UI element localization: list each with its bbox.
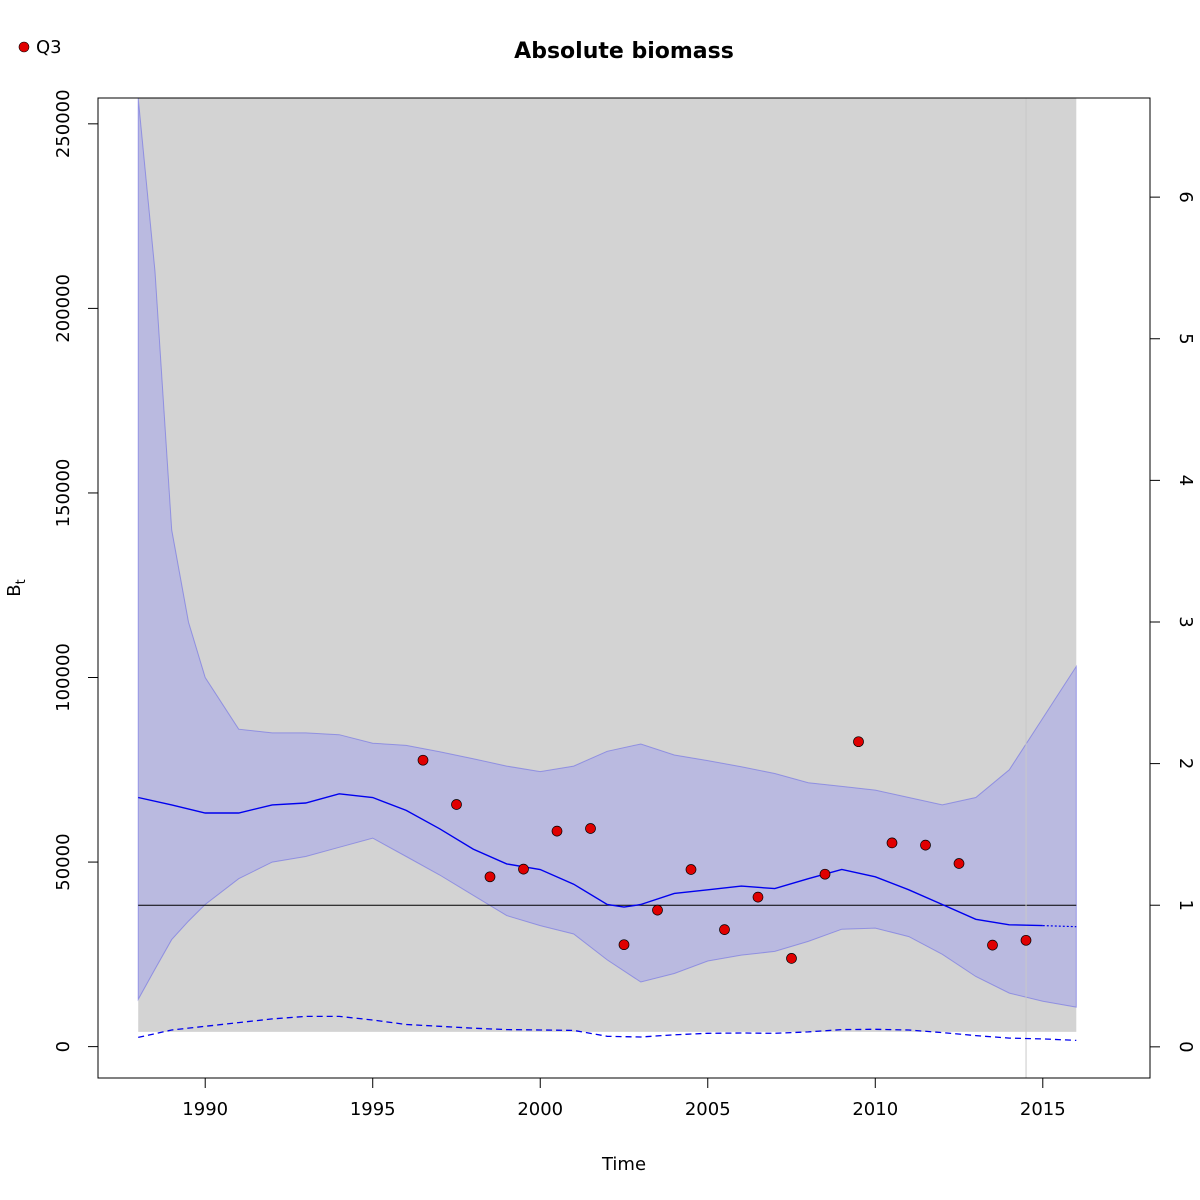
- y-axis-title: Bt: [4, 579, 29, 596]
- x-axis-tick-label: 1995: [350, 1099, 396, 1120]
- y2-axis-tick-label: 6: [1175, 191, 1196, 202]
- data-point: [451, 799, 462, 810]
- y-axis-tick-label: 50000: [53, 833, 74, 890]
- legend: Q3: [18, 37, 62, 58]
- data-point: [987, 939, 998, 951]
- data-point: [819, 868, 831, 880]
- confidence-band-layer: [137, 97, 1077, 1008]
- data-point: [652, 904, 663, 916]
- y2-axis-tick-label: 3: [1175, 616, 1196, 627]
- plot-frame: [97, 97, 1151, 1079]
- biomass-projection-line: [1042, 925, 1077, 928]
- dashed-series-line: [138, 1015, 1077, 1042]
- axes-layer: 1990 1995 2000 2005 2010 20150500001000001500…: [53, 89, 1196, 1120]
- series-lines-layer: [138, 98, 1077, 1078]
- data-point: [786, 953, 797, 964]
- data-point: [953, 858, 965, 869]
- data-point: [886, 837, 898, 849]
- y2-axis-tick-label: 5: [1175, 333, 1196, 344]
- data-point: [618, 939, 630, 951]
- y2-axis-tick-label: 2: [1175, 758, 1196, 769]
- y-axis-tick-label: 0: [53, 1041, 74, 1052]
- x-axis-tick-label: 2005: [685, 1099, 731, 1120]
- gray-region-layer: [138, 98, 1077, 1032]
- data-point: [551, 825, 563, 837]
- observation-points-layer: [417, 736, 1032, 964]
- biomass-estimate-line: [138, 793, 1043, 927]
- x-axis-tick-label: 2015: [1020, 1099, 1066, 1120]
- data-point: [1020, 934, 1032, 946]
- x-axis-title: Time: [601, 1154, 646, 1175]
- y-axis-tick-label: 200000: [53, 274, 74, 343]
- x-axis-tick-label: 2010: [852, 1099, 898, 1120]
- y-axis-tick-label: 100000: [53, 643, 74, 712]
- data-point: [417, 754, 429, 766]
- y-axis-title-subscript: t: [14, 579, 29, 584]
- data-point: [752, 891, 764, 903]
- chart-title: Absolute biomass: [514, 39, 734, 64]
- data-point: [585, 823, 596, 834]
- y-axis-tick-label: 250000: [53, 89, 74, 158]
- data-point: [920, 839, 931, 851]
- x-axis-tick-label: 2000: [517, 1099, 563, 1120]
- legend-label-q3: Q3: [36, 37, 62, 58]
- x-axis-tick-label: 1990: [182, 1099, 228, 1120]
- data-point: [518, 863, 529, 875]
- y-axis-title-main: B: [4, 584, 25, 596]
- data-point: [685, 864, 697, 875]
- y2-axis-tick-label: 1: [1175, 899, 1196, 910]
- data-point: [719, 924, 730, 935]
- y2-axis-tick-label: 0: [1175, 1041, 1196, 1052]
- data-point: [853, 736, 864, 748]
- confidence-band: [137, 97, 1077, 1008]
- legend-marker-q3: [18, 41, 30, 53]
- data-point: [484, 871, 496, 883]
- y-axis-tick-label: 150000: [53, 459, 74, 528]
- y2-axis-tick-label: 4: [1175, 475, 1196, 486]
- gray-region: [138, 98, 1077, 1032]
